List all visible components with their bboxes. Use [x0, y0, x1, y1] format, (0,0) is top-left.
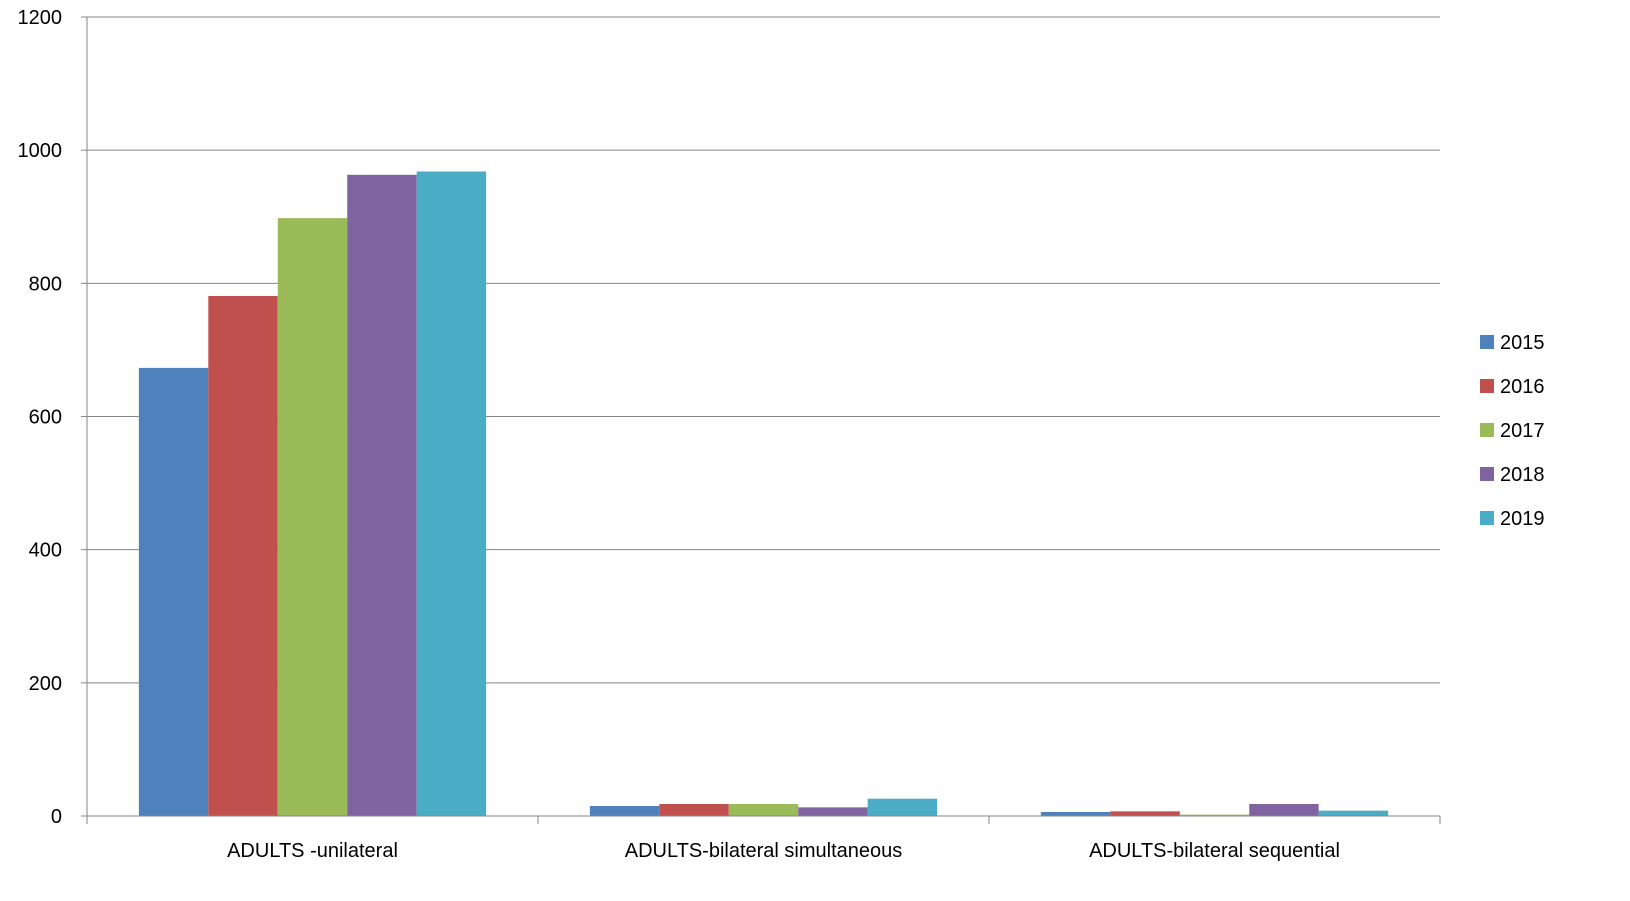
x-category-label: ADULTS-bilateral simultaneous [625, 840, 903, 862]
legend-item-2016: 2016 [1480, 376, 1545, 398]
legend-swatch [1480, 379, 1494, 393]
legend-label: 2015 [1500, 332, 1545, 354]
bar-2017-0 [277, 218, 348, 816]
legend-label: 2016 [1500, 376, 1545, 398]
bar-2018-0 [347, 174, 417, 817]
x-category-label: ADULTS-bilateral sequential [1089, 840, 1340, 862]
x-axis-category-labels: ADULTS -unilateral ADULTS-bilateral simul… [227, 840, 1340, 862]
legend-item-2015: 2015 [1480, 332, 1545, 354]
legend-swatch [1480, 335, 1494, 349]
bar-2016-2 [1110, 811, 1180, 816]
y-tick-label: 600 [29, 407, 62, 429]
y-tick-label: 400 [29, 540, 62, 562]
y-tick-label: 1000 [18, 140, 63, 162]
x-category-label: ADULTS -unilateral [227, 840, 398, 862]
bar-2019-2 [1318, 810, 1389, 816]
bar-2018-2 [1249, 804, 1319, 816]
bar-2015-1 [589, 806, 660, 816]
legend: 2015 2016 2017 2018 2019 [1480, 332, 1545, 530]
bar-2016-1 [659, 804, 729, 816]
y-tick-label: 200 [29, 673, 62, 695]
legend-label: 2019 [1500, 508, 1545, 530]
y-tick-label: 1200 [18, 7, 63, 29]
bar-2015-2 [1040, 812, 1111, 816]
legend-swatch [1480, 511, 1494, 525]
bar-2016-0 [208, 295, 278, 817]
legend-swatch [1480, 423, 1494, 437]
axes [81, 16, 1441, 824]
legend-item-2017: 2017 [1480, 420, 1545, 442]
legend-item-2019: 2019 [1480, 508, 1545, 530]
bar-2017-2 [1179, 814, 1250, 816]
bar-2019-1 [867, 798, 938, 816]
bar-2017-1 [728, 804, 799, 816]
legend-label: 2017 [1500, 420, 1545, 442]
y-axis-tick-labels: 0 200 400 600 800 1000 1200 [18, 7, 63, 828]
bar-2018-1 [798, 807, 868, 816]
bar-2015-0 [138, 367, 209, 816]
y-tick-label: 800 [29, 273, 62, 295]
legend-label: 2018 [1500, 464, 1545, 486]
bar-2019-0 [416, 171, 487, 816]
bars [138, 171, 1389, 817]
legend-swatch [1480, 467, 1494, 481]
y-tick-label: 0 [51, 806, 62, 828]
legend-item-2018: 2018 [1480, 464, 1545, 486]
